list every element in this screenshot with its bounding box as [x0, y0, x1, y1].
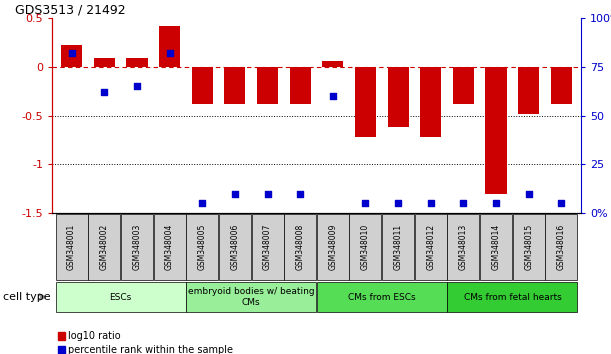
Text: GSM348012: GSM348012	[426, 224, 435, 270]
Text: cell type: cell type	[3, 292, 51, 302]
Bar	[219, 215, 251, 280]
Bar	[317, 215, 349, 280]
Text: embryoid bodies w/ beating
CMs: embryoid bodies w/ beating CMs	[188, 287, 315, 307]
Point	[491, 200, 501, 206]
Point	[524, 191, 533, 196]
Bar	[257, 67, 278, 104]
Point	[263, 191, 273, 196]
Bar	[126, 58, 147, 67]
Bar	[420, 67, 441, 137]
Text: GSM348006: GSM348006	[230, 224, 240, 270]
Point	[100, 89, 109, 95]
Bar	[453, 67, 474, 104]
Point	[165, 50, 175, 56]
Bar	[186, 215, 218, 280]
Point	[426, 200, 436, 206]
Text: GSM348002: GSM348002	[100, 224, 109, 270]
Bar	[382, 215, 414, 280]
Point	[67, 50, 76, 56]
Text: percentile rank within the sample: percentile rank within the sample	[68, 345, 233, 354]
Point	[360, 200, 370, 206]
Bar	[56, 282, 186, 312]
Text: GSM348010: GSM348010	[361, 224, 370, 270]
Point	[230, 191, 240, 196]
Bar	[387, 67, 409, 127]
Bar	[317, 282, 447, 312]
Bar	[192, 67, 213, 104]
Bar	[252, 215, 284, 280]
Bar	[546, 215, 577, 280]
Point	[132, 84, 142, 89]
Text: GSM348014: GSM348014	[492, 224, 500, 270]
Text: CMs from ESCs: CMs from ESCs	[348, 292, 415, 302]
Bar	[93, 58, 115, 67]
Bar	[56, 215, 87, 280]
Bar	[61, 45, 82, 67]
Bar	[513, 215, 545, 280]
Bar	[186, 282, 316, 312]
Point	[557, 200, 566, 206]
Bar	[121, 215, 153, 280]
Bar	[159, 26, 180, 67]
Bar	[518, 67, 540, 114]
Text: GSM348007: GSM348007	[263, 224, 272, 270]
Text: ESCs: ESCs	[109, 292, 132, 302]
Point	[393, 200, 403, 206]
Bar	[447, 282, 577, 312]
Bar	[349, 215, 381, 280]
Point	[295, 191, 305, 196]
Bar	[447, 215, 480, 280]
Bar	[355, 67, 376, 137]
Bar	[322, 61, 343, 67]
Text: GSM348008: GSM348008	[296, 224, 305, 270]
Bar	[480, 215, 512, 280]
Point	[459, 200, 469, 206]
Bar	[486, 67, 507, 194]
Bar	[290, 67, 311, 104]
Text: GDS3513 / 21492: GDS3513 / 21492	[15, 4, 126, 17]
Text: GSM348015: GSM348015	[524, 224, 533, 270]
Text: CMs from fetal hearts: CMs from fetal hearts	[464, 292, 562, 302]
Text: GSM348013: GSM348013	[459, 224, 468, 270]
Text: GSM348016: GSM348016	[557, 224, 566, 270]
Bar	[88, 215, 120, 280]
Bar	[224, 67, 246, 104]
Text: GSM348003: GSM348003	[133, 224, 141, 270]
Text: log10 ratio: log10 ratio	[68, 331, 121, 341]
Bar	[415, 215, 447, 280]
Text: GSM348004: GSM348004	[165, 224, 174, 270]
Bar	[551, 67, 572, 104]
Text: GSM348009: GSM348009	[328, 224, 337, 270]
Text: GSM348005: GSM348005	[198, 224, 207, 270]
Bar	[153, 215, 186, 280]
Point	[328, 93, 338, 99]
Point	[197, 200, 207, 206]
Text: GSM348001: GSM348001	[67, 224, 76, 270]
Text: GSM348011: GSM348011	[393, 224, 403, 270]
Bar	[284, 215, 316, 280]
